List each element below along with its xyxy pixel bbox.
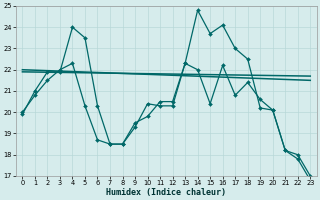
X-axis label: Humidex (Indice chaleur): Humidex (Indice chaleur) xyxy=(106,188,226,197)
